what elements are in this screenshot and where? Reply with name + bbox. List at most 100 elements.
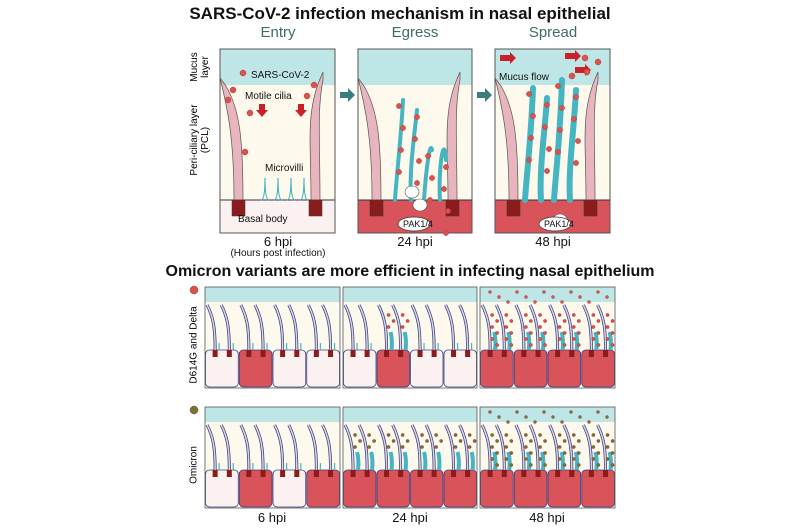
basal-body [308, 199, 323, 217]
cilium-core [307, 424, 318, 471]
basal-body [465, 350, 471, 357]
cilium-core [582, 304, 593, 351]
epithelial-cell [205, 469, 239, 508]
virus-particle [557, 313, 562, 317]
virus-particle [538, 313, 542, 317]
cilium-core [220, 304, 231, 351]
basal-body [501, 470, 507, 477]
virus-particle [571, 457, 576, 461]
basal-body [226, 470, 232, 477]
virus-particle [571, 325, 576, 329]
virus-particle [562, 439, 567, 443]
epithelial-cell [443, 469, 477, 508]
basal-body [398, 350, 404, 357]
basal-body [555, 350, 561, 357]
basal-body [369, 199, 384, 217]
cilium-core [358, 304, 368, 351]
basal-body-label: Basal body [238, 214, 288, 225]
mucus-flow-label: Mucus flow [499, 72, 550, 83]
virus-particle [576, 439, 581, 443]
virus-particle [543, 343, 547, 347]
virus-particle [425, 153, 431, 159]
cilium-core [344, 424, 354, 471]
virus-particle [538, 433, 542, 437]
virus-particle [546, 146, 552, 152]
infected-microvilli [559, 331, 565, 351]
virus-particle [414, 180, 420, 186]
basal-body [246, 350, 252, 357]
basal-body [350, 470, 356, 477]
epithelial-cell [306, 349, 340, 388]
basal-body [431, 470, 437, 477]
virus-particle [528, 135, 534, 141]
virus-particle [310, 81, 318, 89]
infected-microvilli [492, 331, 498, 351]
mucus-layer [343, 287, 477, 302]
row-label-d614g-delta: D614G and Delta [188, 306, 200, 384]
virus-particle [453, 433, 458, 437]
virus-particle [605, 433, 610, 437]
virus-particle [610, 451, 615, 455]
row-label-omicron: Omicron [188, 446, 200, 484]
virus-particle [571, 313, 576, 317]
virus-particle [504, 325, 509, 329]
infected-microvilli [388, 451, 394, 471]
virus-particle [434, 445, 438, 449]
virus-particle [560, 300, 564, 304]
basal-body [260, 470, 266, 477]
basal-body [350, 350, 356, 357]
virus-particle [569, 290, 573, 294]
basal-body [465, 470, 471, 477]
virus-particle [458, 439, 463, 443]
virus-particle [596, 331, 601, 335]
virus-particle [386, 445, 391, 449]
virus-particle [591, 445, 596, 449]
virus-particle [610, 319, 615, 323]
basal-body [583, 199, 598, 217]
epithelial-cell [306, 469, 340, 508]
mucus-layer [480, 407, 615, 422]
cilium-core [425, 424, 435, 471]
virus-particle [427, 197, 433, 203]
virus-particle [504, 337, 509, 341]
cilium-core [307, 304, 318, 351]
virus-particle [529, 331, 533, 335]
virus-label: SARS-CoV-2 [251, 70, 310, 81]
virus-particle [524, 457, 528, 461]
virus-particle [189, 405, 199, 415]
virus-particle [596, 439, 601, 443]
virus-particle [412, 136, 418, 142]
cilium-core [444, 304, 455, 351]
infected-microvilli [559, 451, 565, 471]
virus-particle [420, 433, 424, 437]
pcl-label-line1: Peri-ciliary layer [189, 104, 200, 176]
virus-particle [391, 439, 396, 443]
basal-body [364, 470, 370, 477]
virus-particle [543, 439, 547, 443]
virus-particle [596, 319, 601, 323]
virus-particle [529, 319, 533, 323]
virus-particle [571, 433, 576, 437]
epithelial-cell [581, 469, 615, 508]
basal-body [280, 470, 286, 477]
basal-body [603, 350, 609, 357]
basal-body [506, 199, 521, 217]
virus-particle [443, 164, 449, 170]
virus-particle [386, 313, 391, 317]
epithelial-cell [343, 349, 377, 388]
mucus-layer [205, 287, 340, 302]
panel-border [357, 48, 473, 234]
virus-particle [504, 313, 509, 317]
infected-microvilli [593, 451, 599, 471]
virus-particle [396, 103, 402, 109]
virus-particle [591, 325, 596, 329]
cilium-core [273, 304, 284, 351]
basal-body [501, 350, 507, 357]
virus-particle [246, 109, 254, 117]
virus-particle [509, 463, 514, 467]
panel-border [342, 286, 478, 389]
microvilli-label: Microvilli [265, 163, 304, 174]
virus-particle [497, 415, 501, 419]
virus-particle [400, 325, 405, 329]
